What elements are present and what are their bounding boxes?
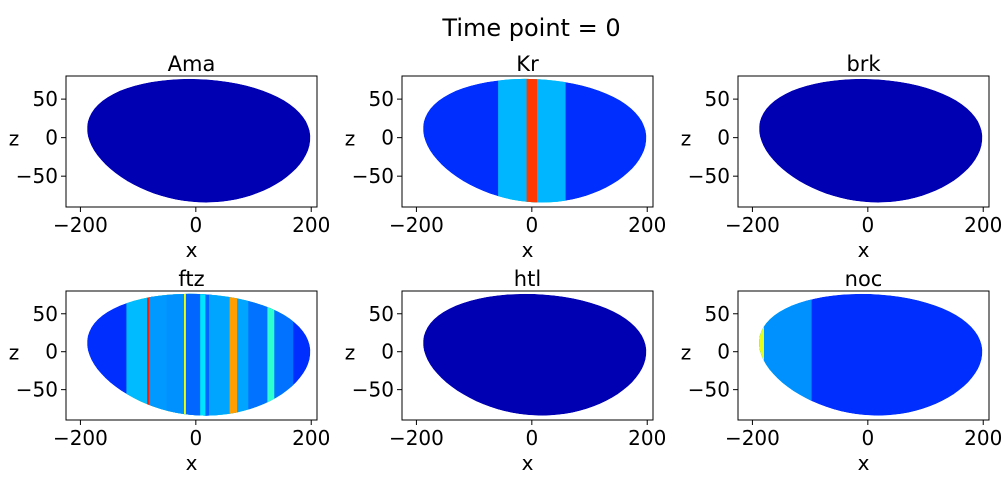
x-tick-label: 0 — [189, 213, 202, 237]
y-tick-label: −50 — [352, 378, 394, 402]
y-tick-label: 50 — [705, 302, 730, 326]
subplot-htl: −200 0 200 50 0 −50 htl x z — [345, 267, 667, 475]
embryo-cloud — [423, 293, 647, 416]
subplot-title: htl — [514, 267, 541, 291]
expression-band-core-0 — [759, 293, 764, 416]
y-axis-label: z — [681, 127, 692, 151]
embryo-cloud — [87, 78, 311, 203]
y-tick-label: 50 — [369, 302, 394, 326]
x-axis-label: x — [522, 451, 534, 475]
x-tick-label: −200 — [725, 213, 780, 237]
subplot-title: noc — [845, 267, 883, 291]
y-tick-label: −50 — [688, 164, 730, 188]
x-tick-label: 200 — [964, 213, 1002, 237]
axes-frame — [401, 75, 654, 208]
axes-frame — [737, 75, 990, 208]
embryo-cloud — [759, 78, 983, 203]
figure-title: Time point = 0 — [442, 14, 621, 42]
x-tick-label: −200 — [389, 213, 444, 237]
subplot-Ama: −200 0 200 50 0 −50 Ama x z — [9, 52, 331, 262]
x-tick-label: −200 — [725, 426, 780, 450]
x-tick-label: 200 — [628, 426, 666, 450]
embryo-body — [759, 293, 983, 416]
x-axis-label: x — [522, 238, 534, 262]
y-tick-label: −50 — [16, 378, 58, 402]
x-tick-label: 0 — [861, 213, 874, 237]
x-axis-label: x — [186, 238, 198, 262]
embryo-body — [87, 78, 311, 203]
subplot-brk: −200 0 200 50 0 −50 brk x z — [681, 52, 1003, 262]
embryo-cloud — [87, 293, 311, 416]
subplot-title: Ama — [168, 52, 216, 76]
x-tick-label: 0 — [525, 426, 538, 450]
x-axis-label: x — [858, 238, 870, 262]
y-tick-label: 50 — [705, 87, 730, 111]
y-tick-label: 50 — [33, 87, 58, 111]
y-tick-label: −50 — [688, 378, 730, 402]
x-tick-label: 200 — [964, 426, 1002, 450]
embryo-cloud — [423, 78, 647, 203]
y-tick-label: 50 — [369, 87, 394, 111]
expression-band-core-5 — [267, 293, 275, 416]
y-axis-label: z — [9, 341, 20, 365]
x-tick-label: −200 — [53, 213, 108, 237]
expression-band-core-0 — [526, 78, 537, 203]
subplot-title: ftz — [178, 267, 204, 291]
axes-frame — [65, 290, 318, 421]
x-axis-label: x — [186, 451, 198, 475]
x-tick-label: 0 — [189, 426, 202, 450]
x-tick-label: 0 — [861, 426, 874, 450]
embryo-cloud — [759, 293, 983, 416]
y-tick-label: −50 — [352, 164, 394, 188]
axes-frame — [401, 290, 654, 421]
subplot-noc: −200 0 200 50 0 −50 noc x z — [681, 267, 1003, 475]
x-tick-label: 200 — [292, 426, 330, 450]
y-tick-label: 0 — [381, 126, 394, 150]
y-tick-label: 0 — [717, 126, 730, 150]
x-tick-label: −200 — [389, 426, 444, 450]
expression-band-core-3 — [200, 293, 206, 416]
axes-frame — [65, 75, 318, 208]
y-tick-label: 0 — [717, 340, 730, 364]
embryo-body — [759, 78, 983, 203]
axes-frame — [737, 290, 990, 421]
y-tick-label: 50 — [33, 302, 58, 326]
x-tick-label: −200 — [53, 426, 108, 450]
x-tick-label: 200 — [628, 213, 666, 237]
expression-band-core-4 — [229, 293, 238, 416]
y-axis-label: z — [345, 341, 356, 365]
y-tick-label: −50 — [16, 164, 58, 188]
subplot-ftz: −200 0 200 50 0 −50 ftz x z — [9, 267, 331, 475]
y-tick-label: 0 — [381, 340, 394, 364]
subplot-Kr: −200 0 200 50 0 −50 Kr x z — [345, 52, 667, 262]
x-tick-label: 200 — [292, 213, 330, 237]
y-axis-label: z — [345, 127, 356, 151]
embryo-body — [423, 293, 647, 416]
y-axis-label: z — [9, 127, 20, 151]
x-tick-label: 0 — [525, 213, 538, 237]
y-tick-label: 0 — [45, 340, 58, 364]
x-axis-label: x — [858, 451, 870, 475]
subplot-title: brk — [846, 52, 881, 76]
subplot-title: Kr — [516, 52, 539, 76]
y-axis-label: z — [681, 341, 692, 365]
y-tick-label: 0 — [45, 126, 58, 150]
